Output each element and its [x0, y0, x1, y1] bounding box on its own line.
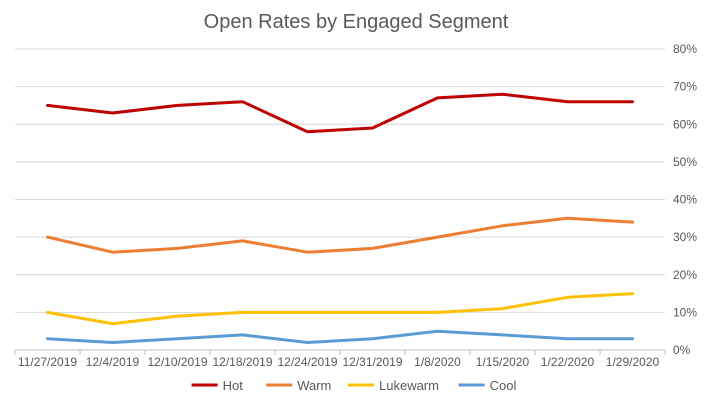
- y-tick-label: 80%: [673, 42, 697, 56]
- y-tick-label: 30%: [673, 230, 697, 244]
- y-axis-tick-labels: 0% 10% 20% 30% 40% 50% 60% 70% 80%: [673, 42, 697, 357]
- chart-title: Open Rates by Engaged Segment: [204, 11, 509, 33]
- series-line-lukewarm: [46, 292, 634, 326]
- legend-label: Cool: [490, 378, 517, 393]
- x-tick-label: 12/24/2019: [277, 355, 337, 369]
- x-tick-label: 1/15/2020: [476, 355, 530, 369]
- y-tick-label: 40%: [673, 193, 697, 207]
- y-tick-label: 10%: [673, 305, 697, 319]
- x-tick-label: 12/4/2019: [86, 355, 140, 369]
- legend-item-cool: Cool: [458, 378, 517, 393]
- x-tick-label: 12/31/2019: [342, 355, 402, 369]
- legend-item-warm: Warm: [266, 378, 331, 393]
- x-tick-label: 1/29/2020: [606, 355, 660, 369]
- y-tick-label: 50%: [673, 155, 697, 169]
- gridlines: [15, 48, 665, 313]
- series-line-cool: [46, 329, 634, 344]
- legend-label: Hot: [223, 378, 244, 393]
- x-tick-label: 1/22/2020: [541, 355, 595, 369]
- x-axis-tick-labels: 11/27/2019 12/4/2019 12/10/2019 12/18/2019 1…: [18, 355, 660, 369]
- x-tick-label: 1/8/2020: [414, 355, 461, 369]
- series-lines: [46, 92, 634, 344]
- x-tick-label: 12/10/2019: [147, 355, 207, 369]
- y-tick-label: 0%: [673, 343, 691, 357]
- x-tick-label: 12/18/2019: [212, 355, 272, 369]
- legend-item-hot: Hot: [191, 378, 244, 393]
- y-tick-label: 20%: [673, 268, 697, 282]
- series-line-hot: [46, 92, 634, 134]
- y-tick-label: 70%: [673, 80, 697, 94]
- x-axis: [14, 349, 666, 355]
- legend-item-lukewarm: Lukewarm: [348, 378, 439, 393]
- x-tick-label: 11/27/2019: [18, 355, 77, 369]
- series-line-warm: [46, 216, 634, 254]
- legend: Hot Warm Lukewarm Cool: [191, 378, 517, 393]
- y-tick-label: 60%: [673, 117, 697, 131]
- legend-label: Warm: [297, 378, 331, 393]
- legend-label: Lukewarm: [379, 378, 439, 393]
